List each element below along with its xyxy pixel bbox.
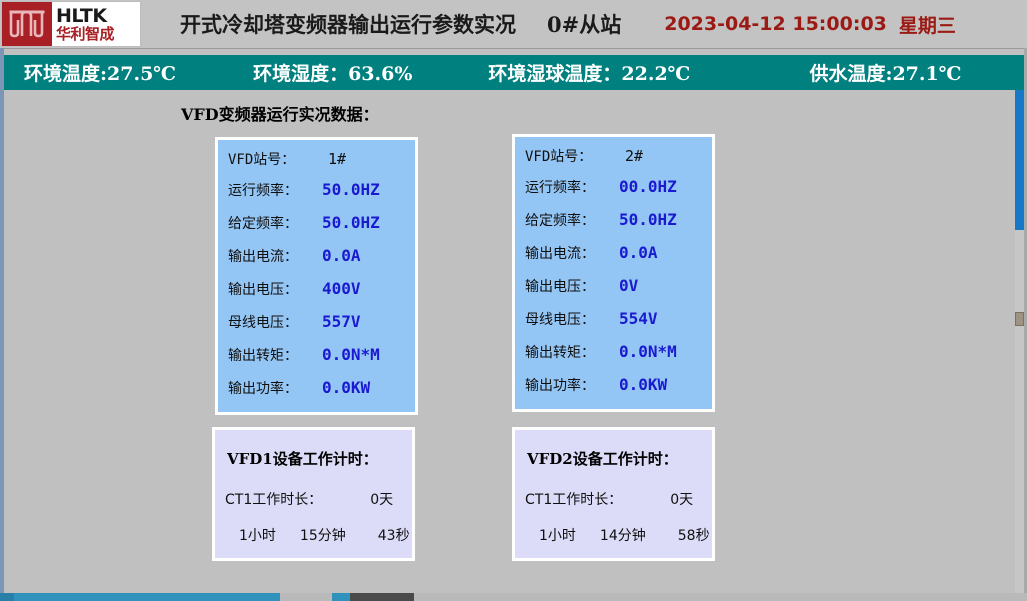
station-id: 0#从站 — [547, 12, 622, 37]
vfd2-timer-hms-row: 1小时 14分钟 58秒 — [539, 525, 712, 545]
vfd2-row-run-frequency: 运行频率： 00.0HZ — [515, 177, 712, 210]
vfd-data-panel-2: VFD站号： 2# 运行频率： 00.0HZ 给定频率： 50.0HZ 输出电流… — [512, 134, 715, 412]
taskbar-window-buttons[interactable] — [14, 593, 280, 601]
scrollbar-resize-grip[interactable] — [1015, 312, 1024, 326]
env-ambient-temperature: 环境温度:27.5℃ — [24, 63, 177, 85]
window-left-border — [0, 48, 4, 593]
title-bar: HLTK 华利智成 开式冷却塔变频器输出运行参数实况 0#从站 2023-04-… — [0, 0, 1027, 49]
vfd2-row-output-power: 输出功率： 0.0KW — [515, 375, 712, 408]
vfd2-row-output-torque: 输出转矩： 0.0N*M — [515, 342, 712, 375]
vfd1-row-run-frequency: 运行频率： 50.0HZ — [218, 180, 415, 213]
window-right-border — [1024, 48, 1027, 593]
vfd1-row-output-current: 输出电流： 0.0A — [218, 246, 415, 279]
vfd2-value-output-power: 0.0KW — [619, 375, 668, 394]
vfd1-value-run-frequency: 50.0HZ — [322, 180, 380, 199]
os-taskbar[interactable] — [0, 593, 1027, 601]
vfd2-timer-panel: VFD2设备工作计时： CT1工作时长： 0天 1小时 14分钟 58秒 — [512, 427, 715, 561]
logo-cn-text: 华利智成 — [56, 24, 115, 43]
vfd1-label-output-current: 输出电流： — [228, 249, 298, 265]
taskbar-extra-button[interactable] — [332, 593, 350, 601]
vfd1-label-output-torque: 输出转矩： — [228, 348, 298, 364]
vfd1-value-output-current: 0.0A — [322, 246, 361, 265]
vfd1-value-bus-voltage: 557V — [322, 312, 361, 331]
taskbar-background — [414, 593, 1027, 601]
vfd1-timer-minutes: 15分钟 — [299, 528, 346, 544]
vfd2-value-output-voltage: 0V — [619, 276, 639, 295]
vfd2-timer-title: VFD2设备工作计时： — [527, 450, 678, 468]
vfd1-timer-duration-label: CT1工作时长： — [225, 492, 323, 508]
vfd2-label-station: VFD站号： — [525, 149, 593, 165]
taskbar-system-tray[interactable] — [350, 593, 414, 601]
vfd1-value-set-frequency: 50.0HZ — [322, 213, 380, 232]
vfd1-timer-title: VFD1设备工作计时： — [227, 450, 378, 468]
vfd1-row-output-voltage: 输出电压： 400V — [218, 279, 415, 312]
vfd2-timer-duration-row: CT1工作时长： 0天 — [525, 489, 712, 509]
vfd2-value-station: 2# — [625, 147, 644, 165]
vertical-scrollbar-track[interactable] — [1015, 90, 1024, 593]
vfd1-label-set-frequency: 给定频率： — [228, 216, 298, 232]
env-wetbulb-temperature: 环境湿球温度：22.2℃ — [488, 63, 691, 85]
taskbar-empty-area — [280, 593, 332, 601]
vfd1-value-output-voltage: 400V — [322, 279, 361, 298]
vfd1-timer-hms-row: 1小时 15分钟 43秒 — [239, 525, 412, 545]
vfd-data-panel-1: VFD站号： 1# 运行频率： 50.0HZ 给定频率： 50.0HZ 输出电流… — [215, 137, 418, 415]
vfd1-label-bus-voltage: 母线电压： — [228, 315, 298, 331]
company-logo: HLTK 华利智成 — [1, 1, 141, 47]
vfd2-row-set-frequency: 给定频率： 50.0HZ — [515, 210, 712, 243]
hltk-mark-icon — [2, 2, 52, 46]
taskbar-start-button[interactable] — [0, 593, 14, 601]
vfd2-value-bus-voltage: 554V — [619, 309, 658, 328]
vfd2-label-output-power: 输出功率： — [525, 378, 595, 394]
vfd2-row-output-voltage: 输出电压： 0V — [515, 276, 712, 309]
vfd1-label-output-voltage: 输出电压： — [228, 282, 298, 298]
vfd1-row-bus-voltage: 母线电压： 557V — [218, 312, 415, 345]
vfd2-label-output-torque: 输出转矩： — [525, 345, 595, 361]
vfd2-label-output-voltage: 输出电压： — [525, 279, 595, 295]
vfd2-label-run-frequency: 运行频率： — [525, 180, 595, 196]
hltk-glyph-svg — [9, 10, 45, 38]
environment-status-bar: 环境温度:27.5℃ 环境湿度：63.6% 环境湿球温度：22.2℃ 供水温度:… — [4, 55, 1024, 90]
vfd2-label-set-frequency: 给定频率： — [525, 213, 595, 229]
vfd2-row-output-current: 输出电流： 0.0A — [515, 243, 712, 276]
vfd2-timer-hours: 1小时 — [539, 528, 576, 544]
logo-text-block: HLTK 华利智成 — [52, 2, 140, 46]
vfd1-label-run-frequency: 运行频率： — [228, 183, 298, 199]
logo-en-text: HLTK — [56, 4, 107, 27]
env-ambient-humidity: 环境湿度：63.6% — [253, 63, 413, 85]
vfd1-timer-panel: VFD1设备工作计时： CT1工作时长： 0天 1小时 15分钟 43秒 — [212, 427, 415, 561]
page-title: 开式冷却塔变频器输出运行参数实况 — [180, 12, 516, 37]
vfd2-label-bus-voltage: 母线电压： — [525, 312, 595, 328]
vfd2-value-run-frequency: 00.0HZ — [619, 177, 677, 196]
vfd1-value-station: 1# — [328, 150, 347, 168]
vfd2-row-station: VFD站号： 2# — [515, 137, 712, 177]
vfd1-row-output-power: 输出功率： 0.0KW — [218, 378, 415, 411]
vfd1-row-station: VFD站号： 1# — [218, 140, 415, 180]
vertical-scrollbar-thumb[interactable] — [1015, 90, 1024, 230]
weekday-display: 星期三 — [898, 14, 956, 37]
vfd2-timer-duration-label: CT1工作时长： — [525, 492, 623, 508]
vfd1-row-set-frequency: 给定频率： 50.0HZ — [218, 213, 415, 246]
vfd2-value-output-torque: 0.0N*M — [619, 342, 677, 361]
datetime-display: 2023-04-12 15:00:03 — [664, 13, 887, 35]
vfd1-timer-duration-row: CT1工作时长： 0天 — [225, 489, 412, 509]
section-caption: VFD变频器运行实况数据： — [181, 105, 379, 124]
vfd2-value-set-frequency: 50.0HZ — [619, 210, 677, 229]
vfd1-label-output-power: 输出功率： — [228, 381, 298, 397]
vfd1-label-station: VFD站号： — [228, 152, 296, 168]
vfd2-timer-days: 0天 — [670, 492, 694, 508]
vfd2-timer-minutes: 14分钟 — [599, 528, 646, 544]
vfd2-timer-seconds: 58秒 — [677, 528, 710, 544]
vfd2-row-bus-voltage: 母线电压： 554V — [515, 309, 712, 342]
vfd1-timer-days: 0天 — [370, 492, 394, 508]
vfd2-label-output-current: 输出电流： — [525, 246, 595, 262]
env-supply-water-temperature: 供水温度:27.1℃ — [809, 63, 962, 85]
vfd1-timer-hours: 1小时 — [239, 528, 276, 544]
vfd2-value-output-current: 0.0A — [619, 243, 658, 262]
vfd1-value-output-power: 0.0KW — [322, 378, 371, 397]
vfd1-timer-seconds: 43秒 — [377, 528, 410, 544]
vfd1-row-output-torque: 输出转矩： 0.0N*M — [218, 345, 415, 378]
vfd1-value-output-torque: 0.0N*M — [322, 345, 380, 364]
